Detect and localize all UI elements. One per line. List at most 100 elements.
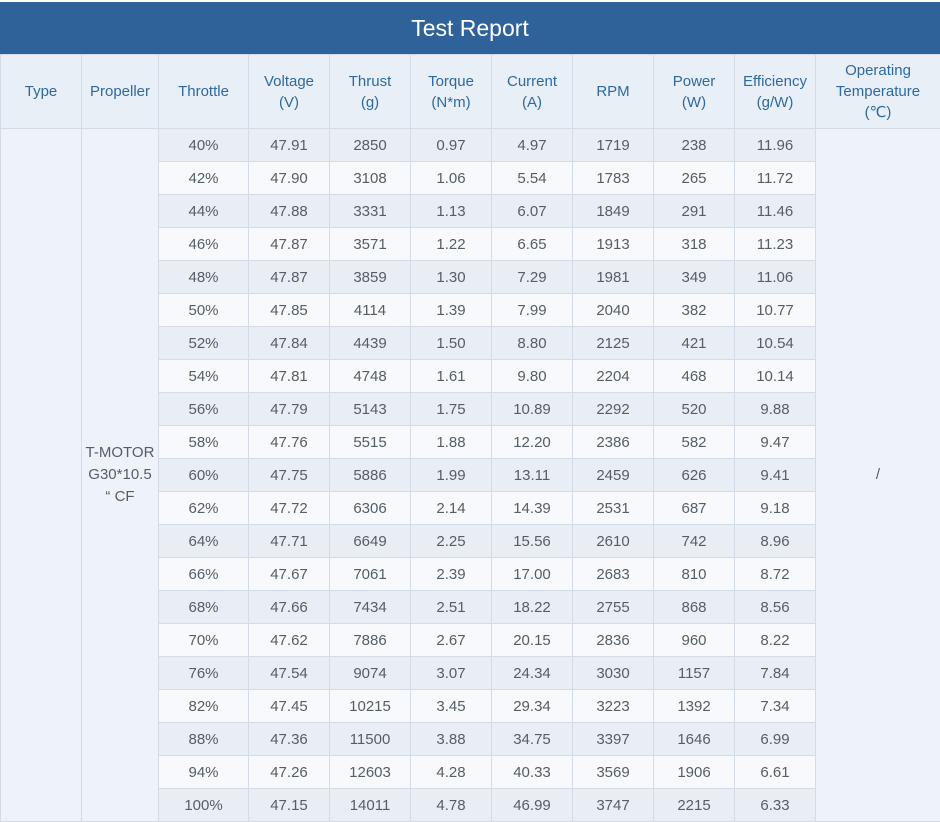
throttle-cell: 46%	[158, 227, 249, 261]
throttle-cell: 62%	[158, 491, 249, 525]
efficiency-cell: 9.18	[734, 491, 816, 525]
col-header-current: Current (A)	[491, 54, 573, 129]
rpm-cell: 2836	[572, 623, 654, 657]
power-cell: 1906	[653, 755, 735, 789]
table-row: 56% 47.79 5143 1.75 10.89 2292 520 9.88	[1, 392, 940, 426]
col-header-torque-label: Torque	[428, 72, 474, 90]
power-cell: 2215	[653, 788, 735, 822]
throttle-cell: 94%	[158, 755, 249, 789]
throttle-cell: 54%	[158, 359, 249, 393]
table-row: 94% 47.26 12603 4.28 40.33 3569 1906 6.61	[1, 755, 940, 789]
thrust-cell: 7434	[329, 590, 411, 624]
col-header-throttle: Throttle	[158, 54, 249, 129]
table-row: T-MOTOR G30*10.5 “ CF 40% 47.91 2850 0.97 4.97 1…	[0, 128, 940, 822]
rpm-cell: 1849	[572, 194, 654, 228]
voltage-cell: 47.88	[248, 194, 330, 228]
rpm-cell: 3569	[572, 755, 654, 789]
voltage-cell: 47.81	[248, 359, 330, 393]
efficiency-cell: 8.22	[734, 623, 816, 657]
table-row: 44% 47.88 3331 1.13 6.07 1849 291 11.46	[1, 194, 940, 228]
table-row: 68% 47.66 7434 2.51 18.22 2755 868 8.56	[1, 590, 940, 624]
power-cell: 265	[653, 161, 735, 195]
power-cell: 1392	[653, 689, 735, 723]
thrust-cell: 4748	[329, 359, 411, 393]
current-cell: 12.20	[491, 425, 573, 459]
throttle-cell: 70%	[158, 623, 249, 657]
power-cell: 960	[653, 623, 735, 657]
col-header-type-label: Type	[24, 83, 58, 100]
col-header-voltage: Voltage (V)	[248, 54, 330, 129]
thrust-cell: 7061	[329, 557, 411, 591]
current-cell: 6.07	[491, 194, 573, 228]
torque-cell: 3.07	[410, 656, 492, 690]
table-row: 46% 47.87 3571 1.22 6.65 1913 318 11.23	[1, 227, 940, 261]
current-cell: 18.22	[491, 590, 573, 624]
torque-cell: 1.75	[410, 392, 492, 426]
throttle-cell: 66%	[158, 557, 249, 591]
current-cell: 5.54	[491, 161, 573, 195]
col-header-temperature-label-2: Temperature	[835, 83, 921, 100]
power-cell: 520	[653, 392, 735, 426]
current-cell: 4.97	[491, 128, 573, 162]
voltage-cell: 47.45	[248, 689, 330, 723]
throttle-cell: 50%	[158, 293, 249, 327]
voltage-cell: 47.87	[248, 227, 330, 261]
rpm-cell: 3397	[572, 722, 654, 756]
throttle-cell: 56%	[158, 392, 249, 426]
table-row: 42% 47.90 3108 1.06 5.54 1783 265 11.72	[1, 161, 940, 195]
thrust-cell: 6649	[329, 524, 411, 558]
voltage-cell: 47.75	[248, 458, 330, 492]
current-cell: 29.34	[491, 689, 573, 723]
col-header-propeller-label: Propeller	[89, 83, 151, 100]
current-cell: 7.99	[491, 293, 573, 327]
col-header-efficiency-unit: (g/W)	[756, 93, 794, 111]
temperature-cell: /	[815, 128, 940, 822]
voltage-cell: 47.85	[248, 293, 330, 327]
throttle-cell: 40%	[158, 128, 249, 162]
type-cell	[0, 128, 82, 822]
current-cell: 15.56	[491, 524, 573, 558]
efficiency-cell: 11.06	[734, 260, 816, 294]
voltage-cell: 47.91	[248, 128, 330, 162]
current-cell: 6.65	[491, 227, 573, 261]
voltage-cell: 47.54	[248, 656, 330, 690]
col-header-temperature-label-1: Operating	[845, 62, 911, 79]
table-row: 100% 47.15 14011 4.78 46.99 3747 2215 6.33	[1, 788, 940, 822]
throttle-cell: 100%	[158, 788, 249, 822]
torque-cell: 2.51	[410, 590, 492, 624]
power-cell: 468	[653, 359, 735, 393]
throttle-cell: 88%	[158, 722, 249, 756]
rpm-cell: 3747	[572, 788, 654, 822]
rpm-cell: 2040	[572, 293, 654, 327]
table-row: 62% 47.72 6306 2.14 14.39 2531 687 9.18	[1, 491, 940, 525]
efficiency-cell: 6.61	[734, 755, 816, 789]
voltage-cell: 47.72	[248, 491, 330, 525]
voltage-cell: 47.67	[248, 557, 330, 591]
thrust-cell: 9074	[329, 656, 411, 690]
thrust-cell: 5515	[329, 425, 411, 459]
power-cell: 742	[653, 524, 735, 558]
rpm-cell: 1981	[572, 260, 654, 294]
thrust-cell: 4114	[329, 293, 411, 327]
efficiency-cell: 9.88	[734, 392, 816, 426]
col-header-efficiency-label: Efficiency	[743, 72, 807, 90]
efficiency-cell: 8.72	[734, 557, 816, 591]
thrust-cell: 5143	[329, 392, 411, 426]
table-row: 88% 47.36 11500 3.88 34.75 3397 1646 6.99	[1, 722, 940, 756]
col-header-power: Power (W)	[653, 54, 735, 129]
col-header-power-unit: (W)	[681, 93, 707, 111]
voltage-cell: 47.87	[248, 260, 330, 294]
thrust-cell: 3571	[329, 227, 411, 261]
efficiency-cell: 7.34	[734, 689, 816, 723]
torque-cell: 1.61	[410, 359, 492, 393]
throttle-cell: 76%	[158, 656, 249, 690]
voltage-cell: 47.90	[248, 161, 330, 195]
voltage-cell: 47.76	[248, 425, 330, 459]
voltage-cell: 47.62	[248, 623, 330, 657]
propeller-line: G30*10.5	[88, 466, 152, 483]
current-cell: 9.80	[491, 359, 573, 393]
power-cell: 626	[653, 458, 735, 492]
efficiency-cell: 9.47	[734, 425, 816, 459]
power-cell: 810	[653, 557, 735, 591]
